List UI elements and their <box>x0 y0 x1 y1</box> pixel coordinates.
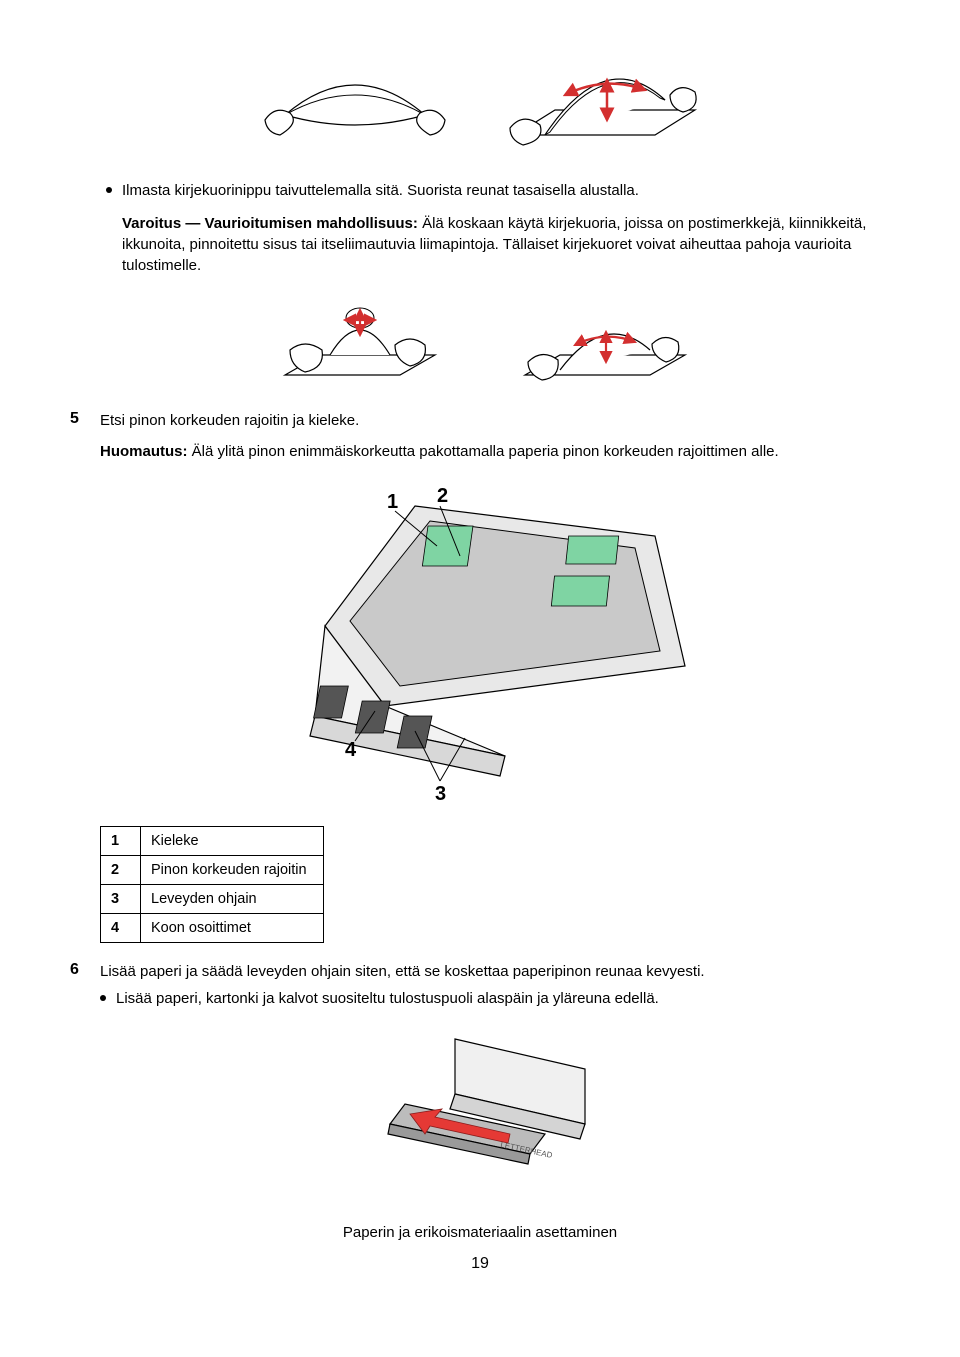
table-row: 1 Kieleke <box>101 827 324 856</box>
figure-paper-flex-left <box>255 40 455 160</box>
parts-row-3-num: 3 <box>101 885 141 914</box>
figure-paper-flex-right <box>495 40 705 160</box>
parts-table: 1 Kieleke 2 Pinon korkeuden rajoitin 3 L… <box>100 826 324 943</box>
warning-label: Varoitus — Vaurioitumisen mahdollisuus: <box>122 215 418 232</box>
table-row: 3 Leveyden ohjain <box>101 885 324 914</box>
figure-letterhead: LETTERHEAD <box>70 1029 890 1189</box>
parts-row-4-label: Koon osoittimet <box>141 914 324 943</box>
callout-1: 1 <box>387 491 398 513</box>
note-text: Älä ylitä pinon enimmäiskorkeutta pakott… <box>188 443 779 460</box>
step-6-sub-bullet: Lisää paperi, kartonki ja kalvot suosite… <box>116 988 890 1009</box>
figure-row-envelope-flex <box>70 290 890 390</box>
figure-row-paper-flex <box>70 40 890 160</box>
bullet-dot-icon <box>106 187 112 193</box>
table-row: 2 Pinon korkeuden rajoitin <box>101 856 324 885</box>
bullet-dot-icon <box>100 995 106 1001</box>
step-6-text: Lisää paperi ja säädä leveyden ohjain si… <box>100 961 890 982</box>
callout-3: 3 <box>435 783 446 805</box>
bullet-air-out: Ilmasta kirjekuorinippu taivuttelemalla … <box>106 180 890 201</box>
warning-damage: Varoitus — Vaurioitumisen mahdollisuus: … <box>122 213 890 276</box>
step-6-number: 6 <box>70 961 94 979</box>
figure-envelope-flex-left <box>260 290 460 390</box>
parts-row-3-label: Leveyden ohjain <box>141 885 324 914</box>
footer-section-title: Paperin ja erikoismateriaalin asettamine… <box>70 1219 890 1246</box>
bullet-air-out-text: Ilmasta kirjekuorinippu taivuttelemalla … <box>122 180 890 201</box>
parts-row-2-label: Pinon korkeuden rajoitin <box>141 856 324 885</box>
parts-row-1-label: Kieleke <box>141 827 324 856</box>
page-footer: Paperin ja erikoismateriaalin asettamine… <box>70 1219 890 1279</box>
step-5-number: 5 <box>70 410 94 428</box>
parts-row-1-num: 1 <box>101 827 141 856</box>
footer-page-number: 19 <box>70 1250 890 1279</box>
table-row: 4 Koon osoittimet <box>101 914 324 943</box>
step-5-text: Etsi pinon korkeuden rajoitin ja kieleke… <box>100 410 890 431</box>
figure-tray: 1 2 3 4 <box>70 476 890 806</box>
parts-row-2-num: 2 <box>101 856 141 885</box>
note-step-5: Huomautus: Älä ylitä pinon enimmäiskorke… <box>100 441 890 462</box>
step-6: 6 Lisää paperi ja säädä leveyden ohjain … <box>70 961 890 1013</box>
callout-2: 2 <box>437 485 448 507</box>
callout-4: 4 <box>345 739 357 761</box>
figure-envelope-flex-right <box>500 290 700 390</box>
note-label: Huomautus: <box>100 443 188 460</box>
step-5: 5 Etsi pinon korkeuden rajoitin ja kiele… <box>70 410 890 431</box>
parts-row-4-num: 4 <box>101 914 141 943</box>
